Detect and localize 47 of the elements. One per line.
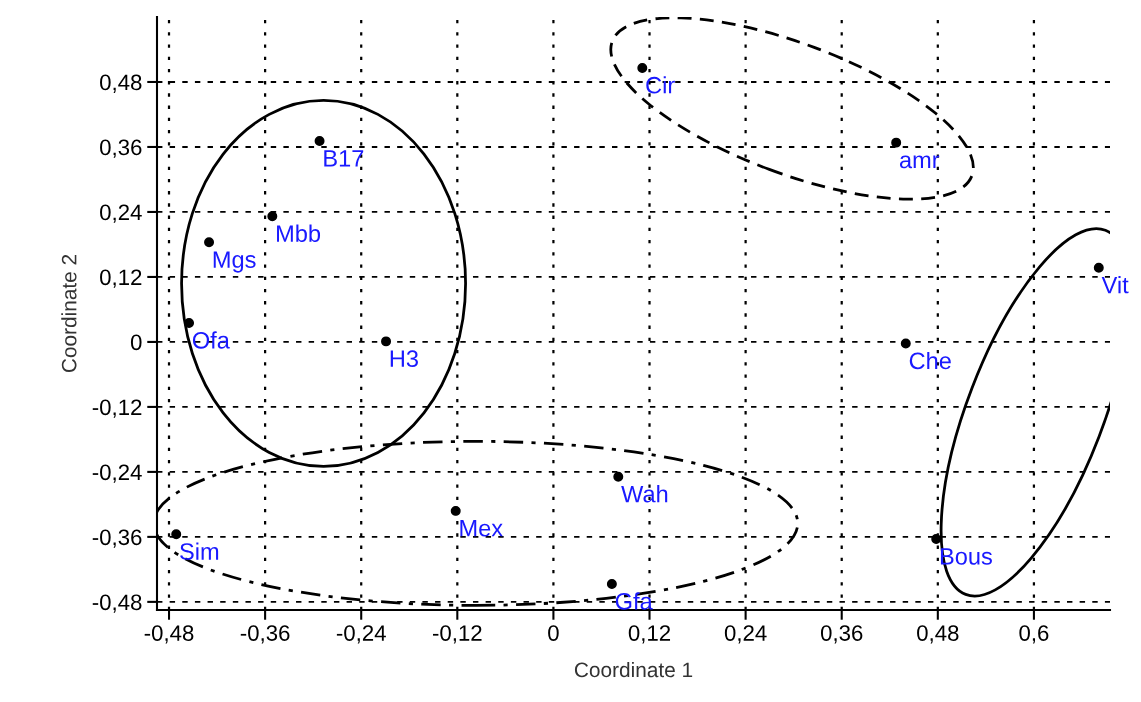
x-tick-label: -0,24 — [336, 625, 386, 644]
point — [184, 318, 195, 328]
annotation: Wah — [621, 485, 668, 503]
annotation: Mex — [460, 520, 503, 537]
x-tick-label: -0,48 — [144, 625, 194, 644]
y-tick-label: 0,36 — [100, 139, 142, 158]
annotation: B17 — [324, 150, 364, 167]
x-tick-label: -0,36 — [240, 625, 290, 644]
y-tick-label: -0,24 — [92, 464, 142, 483]
y-tick-label: 0,24 — [100, 204, 142, 223]
point — [613, 471, 624, 482]
x-tick-label: 0,12 — [628, 625, 671, 644]
y-tick-label: -0,12 — [92, 399, 142, 418]
point — [891, 137, 902, 148]
annotation: Cir — [646, 76, 675, 94]
x-tick-label: 0,24 — [724, 625, 767, 644]
x-tick-label: 0,48 — [917, 625, 959, 644]
annotation: Gfa — [615, 592, 653, 610]
y-tick-label: -0,36 — [92, 529, 142, 548]
point — [606, 579, 617, 589]
annotation: Sim — [180, 542, 219, 560]
point — [314, 136, 325, 146]
point — [1093, 262, 1104, 273]
point — [204, 237, 215, 248]
annotation: Mbb — [277, 224, 321, 242]
annotation: Vit — [1101, 276, 1129, 294]
point — [450, 505, 461, 516]
x-axis-title: Coordinate 1 — [574, 661, 693, 678]
annotation: Che — [909, 351, 951, 370]
y-tick-label: 0,48 — [100, 74, 142, 93]
x-tick-label: -0,12 — [432, 625, 482, 644]
annotation: Ofa — [192, 331, 230, 349]
x-tick-label: 0,6 — [1019, 625, 1049, 644]
y-tick-label: 0,12 — [100, 269, 142, 288]
annotation: amr — [899, 155, 940, 169]
point — [381, 336, 392, 347]
x-tick-label: 0 — [548, 625, 559, 641]
x-tick-label: 0,36 — [820, 625, 863, 644]
point — [900, 338, 911, 349]
point — [171, 529, 182, 540]
annotation: H3 — [390, 350, 418, 368]
point — [637, 62, 648, 73]
y-tick-label: 0 — [130, 334, 142, 351]
annotation: Mgs — [213, 251, 256, 273]
y-tick-label: -0,48 — [92, 594, 142, 613]
y-axis-title: Coordinate 2 — [61, 254, 77, 373]
point — [267, 211, 278, 222]
